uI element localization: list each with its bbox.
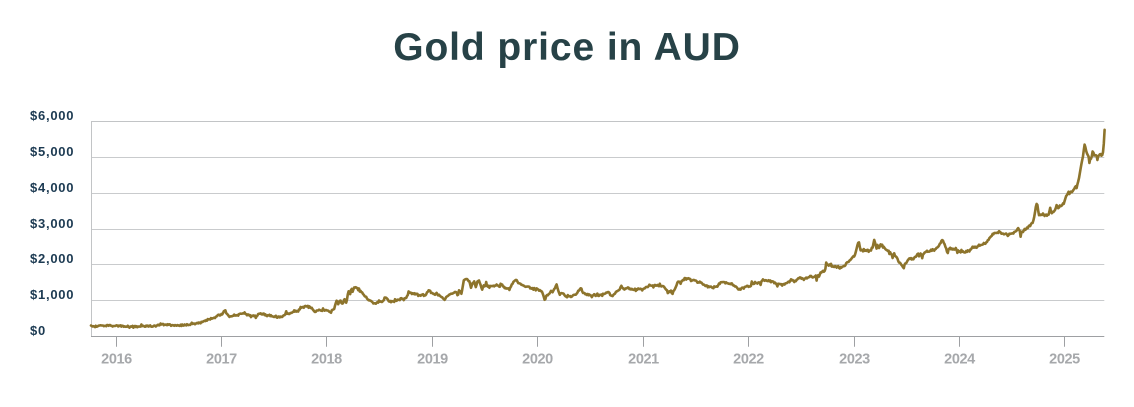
svg-text:$2,000: $2,000 xyxy=(30,251,74,266)
svg-text:2019: 2019 xyxy=(417,351,448,367)
svg-text:Gold price in AUD: Gold price in AUD xyxy=(393,26,741,69)
svg-text:$6,000: $6,000 xyxy=(30,108,74,123)
svg-text:2023: 2023 xyxy=(839,351,870,367)
svg-text:2025: 2025 xyxy=(1049,351,1080,367)
svg-text:$4,000: $4,000 xyxy=(30,180,74,195)
svg-text:2024: 2024 xyxy=(944,351,975,367)
svg-text:2021: 2021 xyxy=(628,351,659,367)
svg-text:$1,000: $1,000 xyxy=(30,287,74,302)
svg-text:2017: 2017 xyxy=(206,351,237,367)
svg-text:$0: $0 xyxy=(30,323,46,338)
svg-text:2016: 2016 xyxy=(101,351,132,367)
svg-text:$3,000: $3,000 xyxy=(30,216,74,231)
svg-text:2018: 2018 xyxy=(311,351,342,367)
svg-text:$5,000: $5,000 xyxy=(30,144,74,159)
svg-text:2020: 2020 xyxy=(522,351,553,367)
svg-text:2022: 2022 xyxy=(733,351,764,367)
